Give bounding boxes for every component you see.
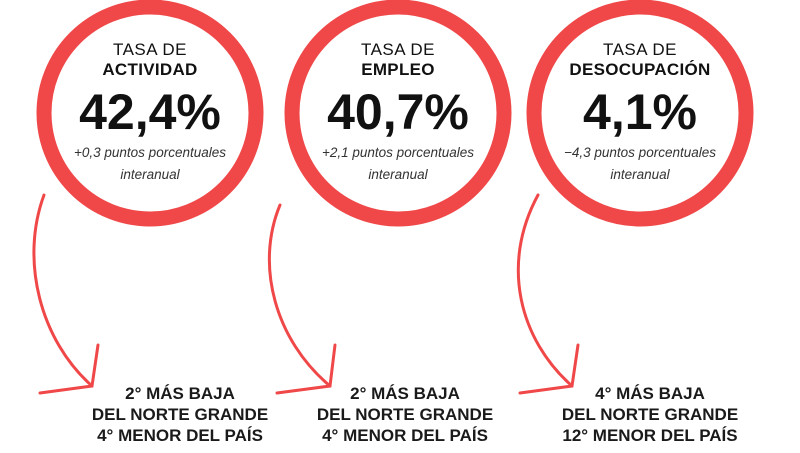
- rank-line1: 2° MÁS BAJA: [125, 384, 235, 403]
- title-line1: TASA DE: [360, 40, 436, 59]
- title-line2: ACTIVIDAD: [102, 60, 198, 79]
- arrow-activity: [32, 193, 100, 395]
- rank-line3: 4° MENOR DEL PAÍS: [97, 426, 263, 445]
- rank-line2: DEL NORTE GRANDE: [91, 405, 269, 424]
- rank-unemployment: 4° MÁS BAJA DEL NORTE GRANDE 12° MENOR D…: [530, 383, 770, 446]
- rank-line2: DEL NORTE GRANDE: [316, 405, 494, 424]
- title-line1: TASA DE: [602, 40, 678, 59]
- change-period: interanual: [120, 167, 180, 182]
- value: 4,1%: [583, 84, 697, 140]
- rank-activity: 2° MÁS BAJA DEL NORTE GRANDE 4° MENOR DE…: [60, 383, 300, 446]
- ring-unemployment: [526, 0, 754, 227]
- arrow-employment: [267, 203, 337, 395]
- ring-employment: [284, 0, 512, 227]
- value: 42,4%: [79, 84, 221, 140]
- change: +0,3 puntos porcentuales: [74, 145, 226, 160]
- change-period: interanual: [610, 167, 670, 182]
- value: 40,7%: [327, 84, 469, 140]
- rank-line3: 12° MENOR DEL PAÍS: [562, 426, 738, 445]
- title-line2: DESOCUPACIÓN: [569, 60, 711, 79]
- indicator-employment: TASA DE EMPLEO 40,7% +2,1 puntos porcent…: [298, 40, 498, 186]
- change-period: interanual: [368, 167, 428, 182]
- rank-line2: DEL NORTE GRANDE: [561, 405, 739, 424]
- ring-activity: [36, 0, 264, 227]
- title-line2: EMPLEO: [361, 60, 435, 79]
- rank-employment: 2° MÁS BAJA DEL NORTE GRANDE 4° MENOR DE…: [285, 383, 525, 446]
- change: +2,1 puntos porcentuales: [322, 145, 474, 160]
- indicator-unemployment: TASA DE DESOCUPACIÓN 4,1% −4,3 puntos po…: [540, 40, 740, 186]
- rank-line1: 4° MÁS BAJA: [595, 384, 705, 403]
- arrow-unemployment: [516, 193, 580, 395]
- change: −4,3 puntos porcentuales: [564, 145, 716, 160]
- rank-line1: 2° MÁS BAJA: [350, 384, 460, 403]
- title-line1: TASA DE: [112, 40, 188, 59]
- indicator-activity: TASA DE ACTIVIDAD 42,4% +0,3 puntos porc…: [50, 40, 250, 186]
- rank-line3: 4° MENOR DEL PAÍS: [322, 426, 488, 445]
